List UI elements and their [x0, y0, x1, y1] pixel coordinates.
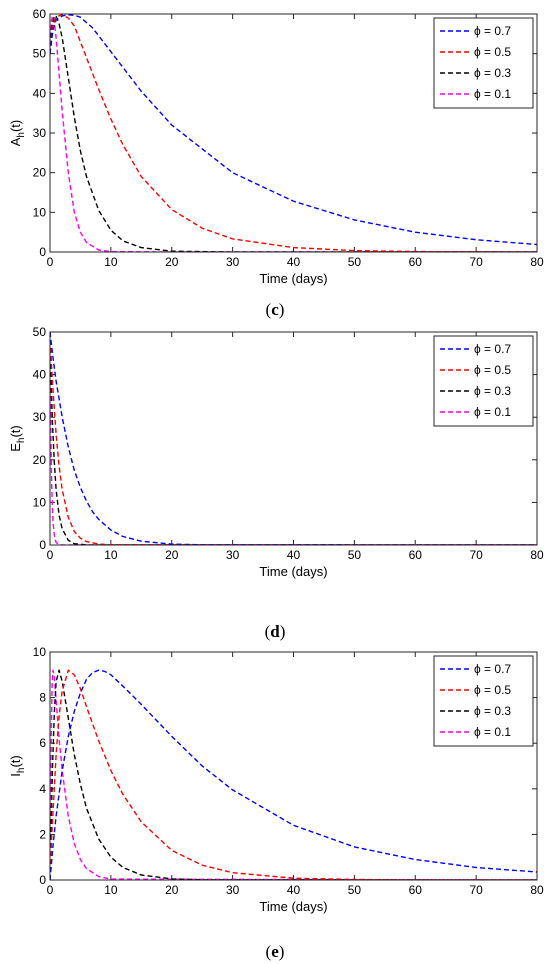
legend-label-0: ϕ = 0.7: [474, 342, 511, 356]
series-line-3: [50, 15, 537, 252]
legend-box: [433, 335, 534, 427]
x-tick-label: 10: [104, 883, 118, 897]
x-tick-label: 50: [348, 883, 362, 897]
y-axis-label-base: I: [8, 773, 23, 777]
legend-box: [433, 17, 534, 109]
x-tick-label: 10: [104, 255, 118, 269]
series-group: [50, 669, 537, 880]
x-tick-label: 60: [409, 883, 423, 897]
y-tick-label: 50: [33, 47, 47, 61]
x-tick-label: 0: [47, 548, 54, 562]
y-tick-label: 2: [39, 827, 46, 841]
chart-panel-e: 0 10 20 30 40 50 60 70 80 0 2 4 6 8 10 Time (days) Ih(t)…: [8, 645, 544, 914]
y-tick-label: 20: [33, 166, 47, 180]
y-tick-label: 40: [33, 86, 47, 100]
y-axis-label-base: E: [8, 443, 23, 452]
series-line-2: [50, 15, 537, 252]
x-tick-label: 30: [226, 883, 240, 897]
x-tick-label: 70: [469, 883, 483, 897]
series-line-2: [50, 332, 537, 545]
legend-label-3: ϕ = 0.1: [474, 405, 511, 419]
chart-panel-c: 0 10 20 30 40 50 60 70 80 0 10 20 30 40 50 60 Time (days…: [8, 7, 544, 286]
y-tick-label: 10: [33, 495, 47, 509]
y-axis-label-subscript: h: [16, 438, 27, 444]
panel-label-e: (e): [265, 942, 285, 961]
x-tick-label: 60: [409, 548, 423, 562]
legend-label-2: ϕ = 0.3: [474, 704, 511, 718]
y-tick-label: 30: [33, 126, 47, 140]
legend-label-2: ϕ = 0.3: [474, 66, 511, 80]
x-tick-label: 20: [165, 883, 179, 897]
legend-label-0: ϕ = 0.7: [474, 662, 511, 676]
x-tick-label: 50: [348, 255, 362, 269]
y-axis-label-tail: (t): [8, 755, 23, 767]
series-line-1: [50, 332, 537, 545]
x-tick-label: 80: [530, 883, 544, 897]
y-axis-label-tail: (t): [8, 425, 23, 437]
x-tick-label: 30: [226, 548, 240, 562]
x-tick-label: 80: [530, 548, 544, 562]
chart-panel-d: 0 10 20 30 40 50 60 70 80 0 10 20 30 40 50 Time (days) E…: [8, 325, 544, 579]
panel-label-d: (d): [264, 622, 286, 641]
series-line-1: [50, 669, 537, 880]
x-tick-label: 50: [348, 548, 362, 562]
plot-frame: [49, 331, 538, 546]
x-tick-label: 20: [165, 255, 179, 269]
y-tick-label: 10: [33, 205, 47, 219]
x-tick-label: 0: [47, 883, 54, 897]
y-tick-label: 8: [39, 691, 46, 705]
x-tick-label: 30: [226, 255, 240, 269]
series-line-2: [50, 669, 537, 880]
x-axis-label: Time (days): [259, 899, 327, 914]
series-line-0: [50, 669, 537, 880]
series-group: [50, 14, 537, 252]
legend-box: [433, 655, 534, 747]
legend-label-0: ϕ = 0.7: [474, 24, 511, 38]
legend-label-2: ϕ = 0.3: [474, 384, 511, 398]
x-tick-label: 40: [287, 548, 301, 562]
y-tick-label: 6: [39, 736, 46, 750]
plot-frame: [49, 13, 538, 253]
y-axis-label-subscript: h: [16, 768, 27, 774]
legend-label-3: ϕ = 0.1: [474, 87, 511, 101]
x-tick-label: 70: [469, 255, 483, 269]
y-axis-label: Eh(t): [8, 425, 27, 452]
x-tick-label: 80: [530, 255, 544, 269]
x-tick-label: 10: [104, 548, 118, 562]
y-tick-label: 50: [33, 325, 47, 339]
series-line-0: [50, 332, 537, 545]
x-tick-label: 0: [47, 255, 54, 269]
series-line-1: [50, 14, 537, 252]
y-tick-label: 0: [39, 873, 46, 887]
y-axis-label: Ih(t): [8, 755, 27, 776]
x-tick-label: 20: [165, 548, 179, 562]
x-tick-label: 40: [287, 255, 301, 269]
legend-label-1: ϕ = 0.5: [474, 363, 511, 377]
series-line-3: [50, 669, 537, 880]
y-axis-label: Ah(t): [8, 120, 27, 147]
y-axis-label-base: A: [8, 137, 23, 146]
y-tick-label: 40: [33, 368, 47, 382]
panel-label-c: (c): [265, 300, 285, 319]
y-axis-label-subscript: h: [16, 132, 27, 138]
y-axis-label-tail: (t): [8, 120, 23, 132]
y-tick-label: 60: [33, 7, 47, 21]
y-tick-label: 0: [39, 538, 46, 552]
legend-label-1: ϕ = 0.5: [474, 683, 511, 697]
x-axis-label: Time (days): [259, 564, 327, 579]
plot-frame: [49, 651, 538, 881]
y-tick-label: 20: [33, 453, 47, 467]
x-tick-label: 70: [469, 548, 483, 562]
legend-label-3: ϕ = 0.1: [474, 725, 511, 739]
x-tick-label: 60: [409, 255, 423, 269]
y-tick-label: 4: [39, 782, 46, 796]
y-tick-label: 0: [39, 245, 46, 259]
legend-label-1: ϕ = 0.5: [474, 45, 511, 59]
y-tick-label: 10: [33, 645, 47, 659]
y-tick-label: 30: [33, 410, 47, 424]
x-axis-label: Time (days): [259, 271, 327, 286]
x-tick-label: 40: [287, 883, 301, 897]
series-line-0: [50, 14, 537, 246]
